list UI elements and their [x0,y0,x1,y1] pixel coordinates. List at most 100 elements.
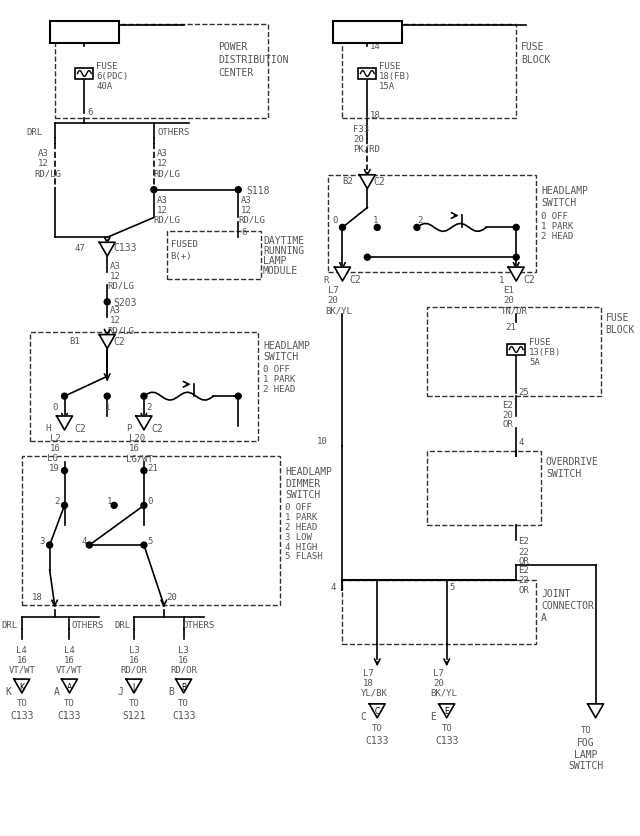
Text: HEADLAMP: HEADLAMP [285,466,332,476]
Text: C2: C2 [74,423,86,433]
Text: 1 PARK: 1 PARK [263,375,295,384]
Text: 20: 20 [433,678,444,686]
Text: 0 OFF: 0 OFF [263,364,290,374]
Text: 16: 16 [129,444,140,453]
Text: 13(FB): 13(FB) [529,348,561,357]
Circle shape [47,543,52,548]
Text: 47: 47 [74,243,85,252]
Polygon shape [439,704,454,718]
Text: HEADLAMP: HEADLAMP [541,186,588,196]
Bar [30,332,258,441]
Text: K: K [5,686,11,696]
Text: 12: 12 [157,159,168,168]
Text: L7: L7 [433,668,444,677]
Text: C133: C133 [365,735,389,745]
Text: OR: OR [518,585,529,594]
Polygon shape [126,680,142,693]
Bar [22,456,280,605]
Text: L3: L3 [129,645,140,654]
Text: A3: A3 [157,196,168,205]
Circle shape [61,502,67,509]
Circle shape [111,502,117,509]
Text: L4: L4 [17,645,28,654]
Circle shape [141,543,147,548]
Circle shape [61,468,67,474]
Circle shape [374,225,380,231]
Circle shape [414,225,420,231]
Polygon shape [176,680,191,693]
Text: 1 PARK: 1 PARK [541,222,573,231]
Text: TO: TO [129,699,140,707]
Text: L4: L4 [64,645,75,654]
Text: L7: L7 [328,286,339,295]
Text: TO: TO [442,723,452,732]
Text: RD/LG: RD/LG [108,281,134,290]
Text: C133: C133 [435,735,458,745]
Text: A3: A3 [157,150,168,158]
Polygon shape [369,704,385,718]
Text: FUSE: FUSE [605,313,629,323]
Text: POWER: POWER [218,42,248,52]
Circle shape [364,255,371,261]
Polygon shape [99,335,115,349]
Text: 16: 16 [179,655,189,664]
Text: 4: 4 [330,583,335,592]
Circle shape [141,468,147,474]
Text: MODULE: MODULE [263,266,298,276]
Text: C2: C2 [113,336,125,346]
Text: B: B [181,681,186,691]
Text: L2: L2 [50,434,60,443]
Text: 2: 2 [417,216,422,225]
Text: TN/OR: TN/OR [500,306,527,315]
Text: S203: S203 [113,298,137,308]
Polygon shape [359,176,375,190]
Circle shape [86,543,92,548]
Text: CONNECTOR: CONNECTOR [541,600,594,610]
Text: 3 LOW: 3 LOW [285,532,312,541]
Text: DRL: DRL [114,620,130,630]
Text: 18: 18 [32,593,43,601]
Text: 21: 21 [147,464,157,472]
Text: 19: 19 [49,464,60,472]
Text: E: E [430,711,436,721]
Text: S121: S121 [122,710,146,720]
Text: C133: C133 [10,710,33,720]
Text: 12: 12 [241,206,252,215]
Text: VT/WT: VT/WT [8,665,35,674]
Text: 20: 20 [328,296,339,305]
Text: LG/WT: LG/WT [126,454,153,462]
Text: 22: 22 [518,547,529,556]
Bar [167,232,261,280]
Text: TO: TO [580,726,591,734]
Text: A3: A3 [110,262,121,270]
Text: TO: TO [64,699,75,707]
Text: 0: 0 [333,216,338,225]
Bar [427,308,600,397]
Text: 25: 25 [518,387,529,396]
Text: L3: L3 [179,645,189,654]
Text: F33: F33 [353,125,369,134]
Text: FUSE: FUSE [529,338,550,347]
Text: BLOCK: BLOCK [521,54,550,64]
Polygon shape [136,416,152,431]
Bar [50,22,119,43]
Text: HEADLAMP: HEADLAMP [263,340,310,350]
Text: C2: C2 [349,275,361,285]
Text: RD/LG: RD/LG [154,216,180,225]
Text: BATT A0: BATT A0 [63,28,106,38]
Text: A: A [67,681,72,691]
Text: 1: 1 [104,402,110,411]
Circle shape [151,187,157,193]
Text: 12: 12 [110,316,121,325]
Bar [427,451,541,526]
Text: E: E [444,706,449,716]
Text: RD/LG: RD/LG [238,216,265,225]
Bar [333,22,402,43]
Text: H: H [45,424,51,433]
Text: A: A [541,612,547,622]
Text: TO: TO [179,699,189,707]
Text: 6(PDC): 6(PDC) [96,72,129,81]
Text: DAYTIME: DAYTIME [263,236,304,246]
Text: J: J [133,681,135,691]
Text: K: K [19,681,24,691]
